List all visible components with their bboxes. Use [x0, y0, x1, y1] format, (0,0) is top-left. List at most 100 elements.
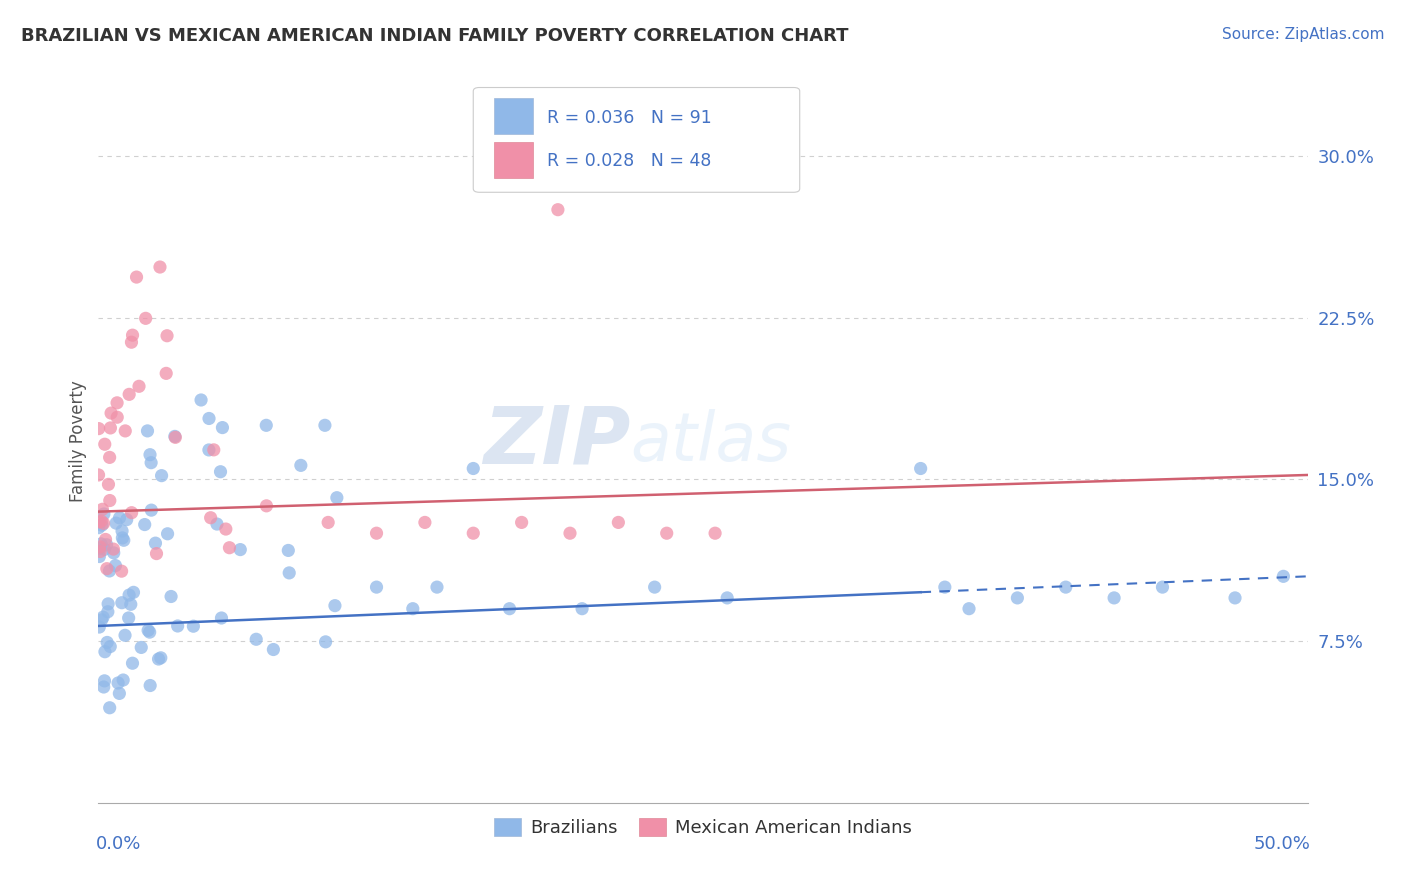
Point [94, 437, 117, 451]
Point [89, 515, 111, 529]
FancyBboxPatch shape [494, 98, 533, 135]
Point [112, 533, 135, 548]
Point [98, 640, 121, 654]
Point [510, 516, 533, 530]
Point [1223, 591, 1246, 605]
Point [150, 468, 173, 483]
Point [93, 542, 115, 557]
Point [141, 503, 163, 517]
Point [129, 640, 152, 655]
Point [89, 544, 111, 558]
Point [145, 536, 167, 550]
Point [103, 542, 125, 557]
Point [134, 517, 156, 532]
Point [97, 477, 120, 491]
Point [498, 601, 520, 615]
Text: R = 0.028   N = 48: R = 0.028 N = 48 [547, 153, 711, 170]
Point [198, 442, 221, 457]
Point [96, 538, 118, 552]
Point [139, 679, 162, 693]
Point [112, 673, 135, 687]
Point [111, 524, 134, 538]
Point [183, 619, 205, 633]
Point [93, 680, 115, 694]
Point [148, 652, 170, 666]
Point [91, 502, 114, 516]
Point [118, 387, 141, 401]
Point [277, 543, 299, 558]
Point [278, 566, 301, 580]
Point [97, 605, 120, 619]
Point [262, 642, 284, 657]
Point [315, 635, 337, 649]
Point [90, 518, 112, 533]
Point [120, 335, 142, 350]
Point [122, 585, 145, 599]
Point [256, 499, 278, 513]
Point [108, 511, 131, 525]
FancyBboxPatch shape [474, 87, 800, 193]
Point [139, 456, 162, 470]
Point [125, 270, 148, 285]
Point [114, 628, 136, 642]
Point [98, 700, 121, 714]
Point [105, 516, 128, 530]
Point [165, 430, 187, 444]
Point [316, 516, 339, 530]
Point [402, 601, 425, 615]
Point [149, 260, 172, 274]
Point [96, 562, 118, 576]
Point [87, 521, 110, 535]
Y-axis label: Family Poverty: Family Poverty [69, 381, 87, 502]
Point [98, 450, 121, 465]
Point [160, 590, 183, 604]
Point [366, 526, 388, 541]
Point [136, 424, 159, 438]
Point [323, 599, 346, 613]
Point [100, 421, 122, 435]
Point [121, 328, 143, 343]
Point [547, 202, 569, 217]
Point [105, 410, 128, 425]
Point [245, 632, 267, 647]
Point [104, 558, 127, 573]
Point [90, 514, 112, 528]
Point [655, 526, 678, 541]
Point [135, 311, 157, 326]
Point [89, 620, 111, 634]
Point [1007, 591, 1029, 605]
Text: 0.0%: 0.0% [96, 835, 142, 854]
FancyBboxPatch shape [494, 142, 533, 178]
Point [93, 673, 115, 688]
Point [571, 601, 593, 615]
Point [163, 429, 186, 443]
Point [87, 422, 110, 436]
Point [98, 564, 121, 578]
Point [107, 676, 129, 690]
Text: BRAZILIAN VS MEXICAN AMERICAN INDIAN FAMILY POVERTY CORRELATION CHART: BRAZILIAN VS MEXICAN AMERICAN INDIAN FAM… [21, 27, 849, 45]
Point [644, 580, 666, 594]
Point [254, 418, 277, 433]
Point [704, 526, 727, 541]
Point [89, 541, 111, 556]
Point [463, 461, 485, 475]
Point [215, 522, 238, 536]
Legend: Brazilians, Mexican American Indians: Brazilians, Mexican American Indians [486, 811, 920, 845]
Point [1272, 569, 1295, 583]
Point [115, 513, 138, 527]
Point [558, 526, 581, 541]
Point [1152, 580, 1174, 594]
Point [1054, 580, 1077, 594]
Point [198, 411, 221, 425]
Point [156, 328, 179, 343]
Point [120, 597, 142, 611]
Point [105, 396, 128, 410]
Point [91, 610, 114, 624]
Point [93, 507, 115, 521]
Point [136, 624, 159, 638]
Point [426, 580, 449, 594]
Point [100, 406, 122, 420]
Point [89, 549, 111, 564]
Point [118, 588, 141, 602]
Point [463, 526, 485, 541]
